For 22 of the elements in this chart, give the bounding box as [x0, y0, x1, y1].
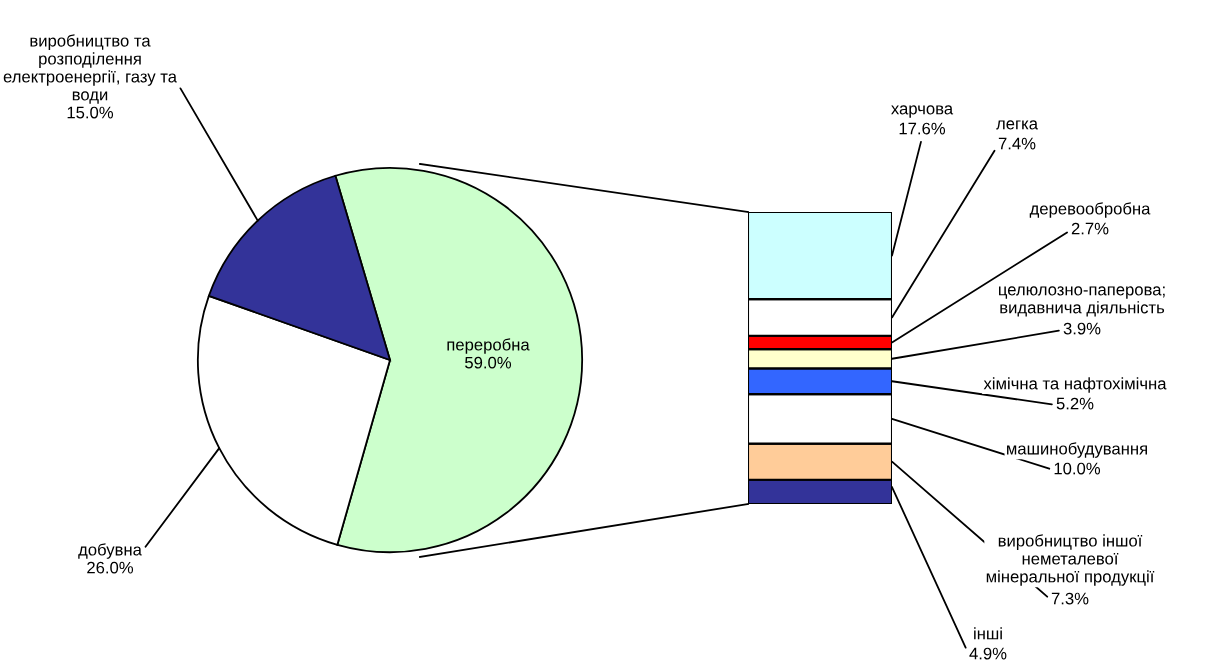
slice-label: переробна	[447, 338, 530, 354]
text: харчова	[891, 105, 954, 118]
text: деревообробна	[1029, 202, 1151, 218]
slice-label: виробництво та розподілення електроенергії, газу та води	[3, 34, 177, 104]
data-label: 3.9%	[1063, 322, 1101, 335]
data-label: 7.4%	[998, 137, 1036, 150]
text: інші	[974, 627, 1002, 640]
text: целюлозно-паперова; видавнича діяльність	[999, 286, 1165, 317]
text: виробництво іншої неметалевої мінеральної продукції	[986, 534, 1155, 586]
data-label: 26.0%	[87, 561, 134, 574]
data-label: 17.6%	[899, 122, 946, 135]
slice-label: добувна	[78, 543, 142, 559]
data-label: 15.0%	[67, 106, 114, 119]
text: хімічна та нафтохімічна	[983, 377, 1167, 393]
data-label: 2.7%	[1071, 222, 1109, 235]
data-label: 59.0%	[465, 356, 512, 369]
text: машинобудування	[1007, 442, 1147, 458]
data-label: 4.9%	[969, 647, 1007, 660]
data-label: 7.3%	[1051, 592, 1089, 605]
text: легка	[996, 120, 1039, 130]
data-label: 5.2%	[1056, 397, 1094, 410]
data-label: 10.0%	[1054, 462, 1101, 475]
